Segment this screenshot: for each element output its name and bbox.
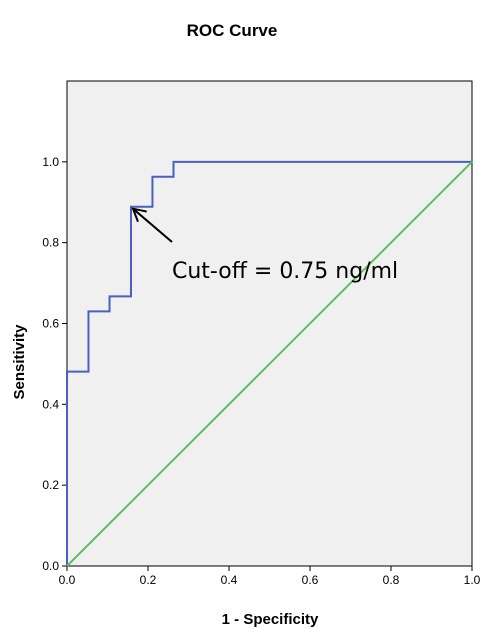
annotation-layer: Cut-off = 0.75 ng/ml — [131, 207, 398, 284]
plot-area — [66, 80, 473, 567]
y-axis-ticks: 0.0 0.2 0.4 0.6 0.8 1.0 — [42, 155, 67, 573]
chart-title: ROC Curve — [187, 21, 278, 40]
y-tick-label: 0.0 — [42, 559, 59, 573]
y-tick-label: 0.6 — [42, 317, 59, 331]
x-tick-label: 0.6 — [302, 573, 319, 587]
x-axis-ticks: 0.0 0.2 0.4 0.6 0.8 1.0 — [59, 566, 481, 587]
x-tick-label: 1.0 — [464, 573, 481, 587]
cutoff-annotation: Cut-off = 0.75 ng/ml — [172, 259, 398, 284]
reference-diagonal-line — [66, 161, 473, 567]
x-axis-label: 1 - Specificity — [222, 611, 319, 628]
y-tick-label: 0.8 — [42, 236, 59, 250]
cutoff-arrow-line — [132, 207, 173, 243]
cutoff-arrow-head — [131, 207, 147, 223]
x-tick-label: 0.8 — [383, 573, 400, 587]
roc-curve-line — [66, 160, 472, 566]
y-tick-label: 1.0 — [42, 155, 59, 169]
x-tick-label: 0.0 — [59, 573, 76, 587]
x-tick-label: 0.2 — [140, 573, 157, 587]
series-layer — [66, 160, 473, 567]
y-tick-label: 0.4 — [42, 397, 59, 411]
y-tick-label: 0.2 — [42, 478, 59, 492]
x-tick-label: 0.4 — [221, 573, 238, 587]
y-axis-label: Sensitivity — [11, 324, 28, 400]
